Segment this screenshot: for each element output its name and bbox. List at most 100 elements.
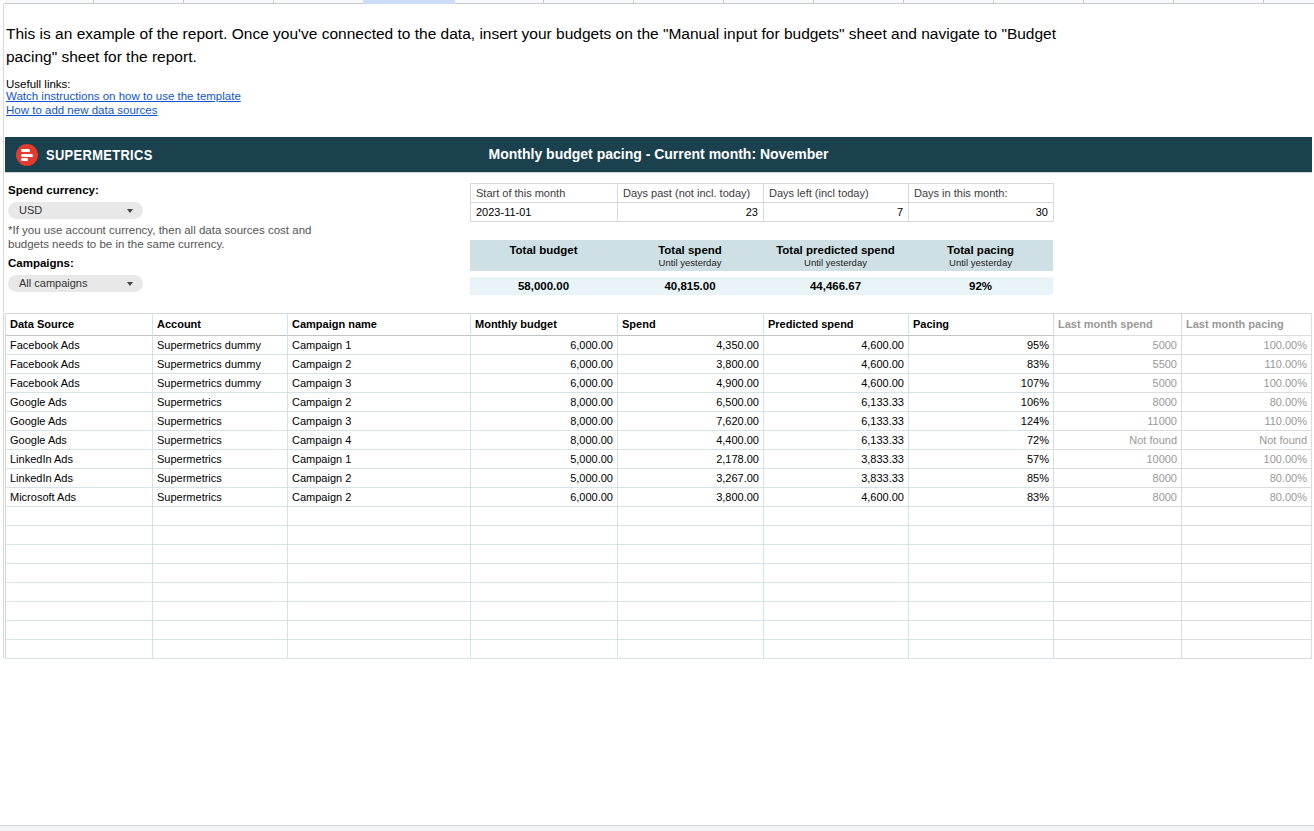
empty-cell[interactable] (764, 526, 909, 545)
empty-cell[interactable] (909, 507, 1054, 526)
empty-cell[interactable] (618, 583, 764, 602)
table-cell[interactable]: 107% (909, 374, 1054, 393)
table-cell[interactable]: Not found (1182, 431, 1312, 450)
empty-cell[interactable] (1182, 507, 1312, 526)
empty-cell[interactable] (6, 526, 153, 545)
empty-cell[interactable] (1054, 526, 1182, 545)
table-cell[interactable]: 4,400.00 (618, 431, 764, 450)
empty-cell[interactable] (471, 621, 618, 640)
empty-cell[interactable] (288, 583, 471, 602)
empty-cell[interactable] (764, 640, 909, 659)
empty-cell[interactable] (909, 545, 1054, 564)
empty-cell[interactable] (909, 640, 1054, 659)
empty-cell[interactable] (1182, 545, 1312, 564)
table-cell[interactable]: 4,600.00 (764, 355, 909, 374)
table-cell[interactable]: Campaign 2 (288, 469, 471, 488)
empty-cell[interactable] (618, 526, 764, 545)
table-cell[interactable]: 4,600.00 (764, 374, 909, 393)
table-cell[interactable]: Facebook Ads (6, 374, 153, 393)
table-cell[interactable]: Google Ads (6, 412, 153, 431)
empty-cell[interactable] (764, 564, 909, 583)
empty-cell[interactable] (1054, 545, 1182, 564)
table-cell[interactable]: Google Ads (6, 393, 153, 412)
table-cell[interactable]: 100.00% (1182, 374, 1312, 393)
table-cell[interactable]: Supermetrics (153, 469, 288, 488)
table-cell[interactable]: 3,833.33 (764, 450, 909, 469)
empty-cell[interactable] (764, 545, 909, 564)
table-cell[interactable]: 8000 (1054, 488, 1182, 507)
empty-cell[interactable] (1054, 602, 1182, 621)
table-cell[interactable]: 8000 (1054, 469, 1182, 488)
table-cell[interactable]: 8,000.00 (471, 431, 618, 450)
table-cell[interactable]: 5000 (1054, 336, 1182, 355)
empty-cell[interactable] (1054, 564, 1182, 583)
table-cell[interactable]: Campaign 4 (288, 431, 471, 450)
table-cell[interactable]: Campaign 3 (288, 374, 471, 393)
empty-cell[interactable] (471, 583, 618, 602)
table-cell[interactable]: 85% (909, 469, 1054, 488)
table-cell[interactable]: 4,350.00 (618, 336, 764, 355)
table-cell[interactable]: 5500 (1054, 355, 1182, 374)
days-value-cell[interactable]: 2023-11-01 (471, 203, 618, 222)
table-cell[interactable]: 6,000.00 (471, 336, 618, 355)
spend-currency-dropdown[interactable]: USD (8, 202, 143, 219)
table-cell[interactable]: Campaign 1 (288, 336, 471, 355)
table-cell[interactable]: 8,000.00 (471, 412, 618, 431)
empty-cell[interactable] (764, 621, 909, 640)
empty-cell[interactable] (471, 545, 618, 564)
empty-cell[interactable] (153, 621, 288, 640)
empty-cell[interactable] (764, 602, 909, 621)
table-cell[interactable]: 110.00% (1182, 355, 1312, 374)
empty-cell[interactable] (288, 621, 471, 640)
empty-cell[interactable] (153, 545, 288, 564)
table-cell[interactable]: 80.00% (1182, 488, 1312, 507)
table-cell[interactable]: 80.00% (1182, 393, 1312, 412)
bottom-scrollbar-track[interactable] (0, 825, 1314, 831)
table-cell[interactable]: 106% (909, 393, 1054, 412)
table-cell[interactable]: 7,620.00 (618, 412, 764, 431)
days-value-cell[interactable]: 30 (909, 203, 1054, 222)
empty-cell[interactable] (618, 507, 764, 526)
table-cell[interactable]: 6,500.00 (618, 393, 764, 412)
table-cell[interactable]: LinkedIn Ads (6, 469, 153, 488)
table-cell[interactable]: Google Ads (6, 431, 153, 450)
empty-cell[interactable] (1182, 583, 1312, 602)
empty-cell[interactable] (618, 640, 764, 659)
table-cell[interactable]: 57% (909, 450, 1054, 469)
column-header-cell[interactable]: Last month spend (1054, 314, 1182, 336)
totals-value-cell[interactable]: 44,466.67 (763, 277, 908, 295)
empty-cell[interactable] (764, 583, 909, 602)
table-cell[interactable]: Campaign 2 (288, 355, 471, 374)
table-cell[interactable]: Campaign 2 (288, 488, 471, 507)
table-cell[interactable]: 72% (909, 431, 1054, 450)
empty-cell[interactable] (153, 583, 288, 602)
column-header-cell[interactable]: Predicted spend (764, 314, 909, 336)
table-cell[interactable]: Supermetrics (153, 488, 288, 507)
table-cell[interactable]: 83% (909, 488, 1054, 507)
table-cell[interactable]: 2,178.00 (618, 450, 764, 469)
table-cell[interactable]: Supermetrics dummy (153, 336, 288, 355)
table-cell[interactable]: 3,800.00 (618, 488, 764, 507)
empty-cell[interactable] (1054, 621, 1182, 640)
empty-cell[interactable] (1054, 640, 1182, 659)
column-header-cell[interactable]: Spend (618, 314, 764, 336)
table-cell[interactable]: 4,600.00 (764, 336, 909, 355)
days-value-cell[interactable]: 7 (764, 203, 909, 222)
column-header-cell[interactable]: Account (153, 314, 288, 336)
empty-cell[interactable] (288, 602, 471, 621)
link-add-data-sources[interactable]: How to add new data sources (6, 104, 158, 116)
column-header-cell[interactable]: Data Source (6, 314, 153, 336)
table-cell[interactable]: 3,800.00 (618, 355, 764, 374)
table-cell[interactable]: 3,267.00 (618, 469, 764, 488)
empty-cell[interactable] (153, 564, 288, 583)
totals-header-cell[interactable]: Total predicted spendUntil yesterday (763, 240, 908, 271)
empty-cell[interactable] (1182, 621, 1312, 640)
table-cell[interactable]: Facebook Ads (6, 355, 153, 374)
table-cell[interactable]: Supermetrics (153, 450, 288, 469)
days-header-cell[interactable]: Days left (incl today) (764, 184, 909, 203)
empty-cell[interactable] (1182, 640, 1312, 659)
days-header-cell[interactable]: Days in this month: (909, 184, 1054, 203)
empty-cell[interactable] (153, 526, 288, 545)
table-cell[interactable]: 5000 (1054, 374, 1182, 393)
column-header-cell[interactable]: Monthly budget (471, 314, 618, 336)
